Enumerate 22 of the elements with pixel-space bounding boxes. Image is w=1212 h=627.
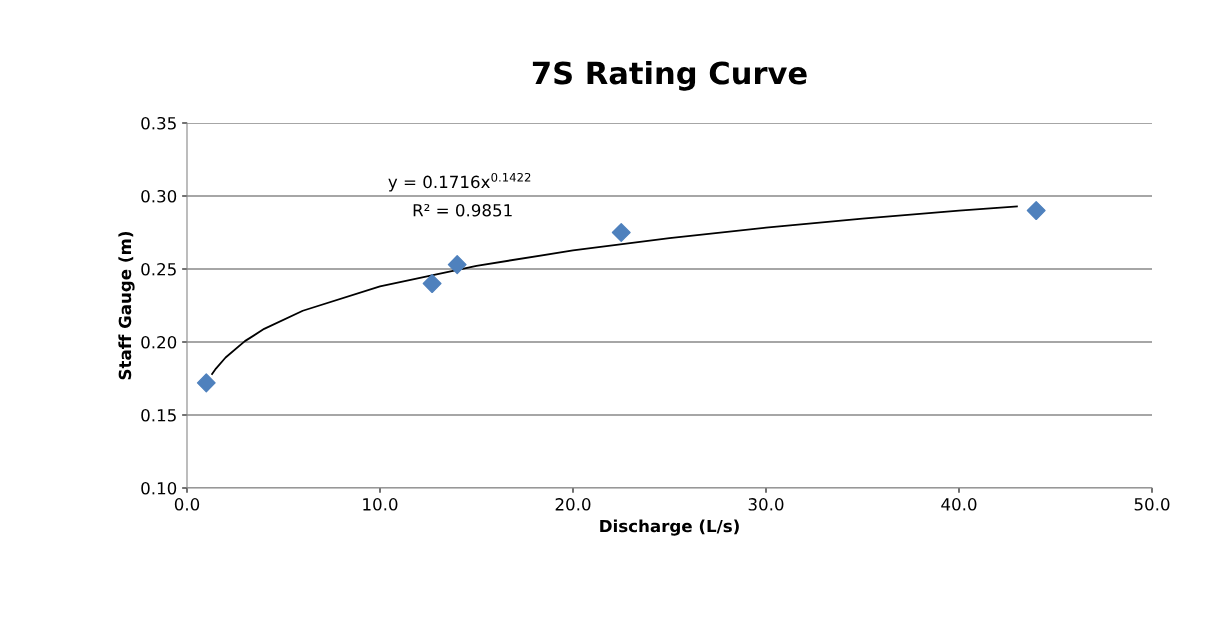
y-tick-label: 0.10: [141, 481, 177, 495]
point: [447, 255, 467, 275]
x-tick-label: 50.0: [1134, 498, 1170, 511]
y-tick-label: 0.25: [141, 262, 176, 276]
x-tick-label: 10.0: [363, 498, 398, 511]
y-tick-label: 0.20: [141, 335, 177, 349]
x-tick-label: 30.0: [748, 498, 784, 511]
chart-title: 7S Rating Curve: [532, 60, 807, 91]
annotation: y = 0.1716x$^{0.1422}$: [388, 172, 531, 192]
x-axis-title: Discharge (L/s): [600, 519, 739, 536]
y-tick-label: 0.35: [141, 116, 176, 130]
point: [611, 223, 631, 242]
annotation: R² = 0.9851: [413, 203, 512, 217]
y-axis-title: Staff Gauge (m): [118, 231, 135, 380]
y-tick-label: 0.15: [141, 408, 176, 422]
y-tick-label: 0.30: [141, 189, 177, 203]
x-tick-label: 0.0: [174, 498, 200, 511]
point: [196, 373, 216, 393]
x-tick-label: 20.0: [555, 498, 591, 511]
point: [422, 274, 442, 294]
x-tick-label: 40.0: [941, 498, 977, 511]
point: [1026, 201, 1046, 221]
